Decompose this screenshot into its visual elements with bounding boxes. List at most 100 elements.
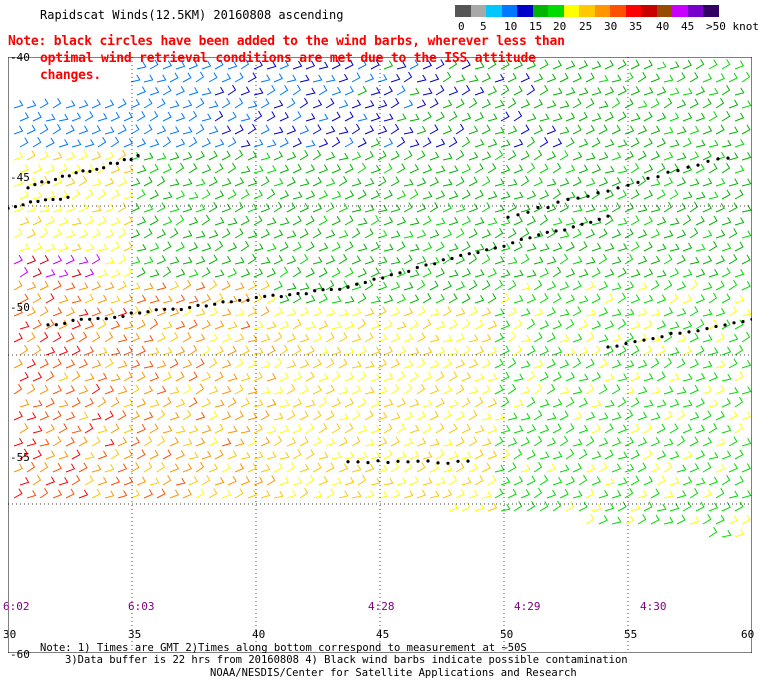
- wind-barb: [240, 321, 251, 330]
- wind-barb: [390, 436, 400, 447]
- wind-barb: [188, 60, 199, 70]
- wind-barb: [721, 293, 731, 304]
- wind-barb: [396, 190, 407, 200]
- wind-barb: [429, 151, 440, 161]
- wind-barb: [617, 111, 627, 122]
- wind-barb: [286, 74, 297, 83]
- wind-barb: [513, 448, 523, 460]
- wind-barb: [19, 423, 29, 434]
- wind-barb: [708, 139, 719, 148]
- wind-barb: [637, 125, 648, 135]
- wind-barb: [487, 162, 497, 174]
- wind-barb: [227, 111, 237, 122]
- wind-barb: [26, 204, 37, 213]
- wind-barb: [481, 358, 491, 369]
- wind-barb: [338, 308, 349, 317]
- wind-barb: [325, 437, 336, 447]
- wind-barb: [513, 500, 523, 512]
- wind-barb: [455, 228, 465, 239]
- wind-barb: [455, 98, 465, 109]
- wind-barb: [565, 217, 576, 226]
- wind-barb: [305, 399, 316, 408]
- wind-barb: [39, 411, 50, 421]
- wind-barb: [624, 463, 635, 473]
- wind-barb: [169, 331, 179, 343]
- wind-barb: [461, 215, 471, 226]
- contamination-marker: [528, 236, 532, 240]
- wind-barb: [97, 396, 107, 408]
- wind-barb: [669, 268, 680, 278]
- wind-barb: [539, 474, 549, 486]
- pass-time: 4:29: [514, 600, 541, 613]
- wind-barb: [559, 281, 570, 291]
- wind-barb: [520, 308, 531, 317]
- wind-barb: [58, 399, 69, 408]
- wind-barb: [13, 228, 23, 239]
- wind-barb: [728, 305, 738, 317]
- wind-barb: [721, 267, 731, 278]
- wind-barb: [149, 163, 159, 174]
- wind-barb: [734, 528, 745, 538]
- wind-barb: [708, 372, 719, 382]
- wind-barb: [689, 359, 699, 369]
- wind-barb: [214, 217, 225, 226]
- contamination-marker: [716, 157, 720, 161]
- wind-barb: [65, 463, 76, 473]
- wind-barb: [585, 435, 595, 447]
- wind-barb: [78, 175, 88, 187]
- wind-barb: [741, 204, 752, 213]
- wind-barb: [279, 217, 290, 226]
- wind-barb: [299, 359, 310, 369]
- contamination-marker: [426, 459, 430, 463]
- wind-barb: [533, 435, 543, 447]
- wind-barb: [325, 358, 335, 369]
- wind-barb: [52, 123, 62, 135]
- contamination-marker: [660, 335, 664, 339]
- wind-barb: [84, 293, 94, 304]
- wind-barb: [728, 386, 739, 395]
- wind-barb: [721, 398, 731, 408]
- wind-barb: [708, 526, 718, 538]
- wind-barb: [188, 425, 199, 434]
- contamination-marker: [53, 177, 58, 182]
- wind-barb: [702, 488, 712, 499]
- wind-barb: [611, 490, 622, 499]
- wind-barb: [728, 72, 738, 83]
- wind-barb: [494, 126, 505, 135]
- wind-barb: [468, 97, 478, 109]
- wind-barb: [123, 398, 134, 408]
- contamination-marker: [606, 189, 610, 193]
- wind-barb: [344, 423, 354, 434]
- wind-barb: [286, 202, 296, 213]
- wind-barb: [533, 308, 544, 317]
- wind-barb: [247, 177, 258, 187]
- contamination-marker: [51, 197, 55, 202]
- wind-barb: [604, 477, 615, 486]
- wind-barb: [331, 370, 341, 382]
- wind-barb: [52, 410, 62, 421]
- wind-barb: [474, 503, 485, 512]
- wind-barb: [416, 383, 426, 395]
- wind-barb: [292, 449, 302, 460]
- wind-barb: [396, 216, 407, 226]
- wind-barb: [305, 449, 315, 460]
- note-line-2: optimal wind retrieval conditions are me…: [40, 51, 536, 83]
- wind-barb: [572, 280, 582, 291]
- wind-barb: [656, 475, 666, 486]
- wind-barb: [143, 435, 153, 447]
- wind-barb: [312, 256, 323, 265]
- wind-barb: [130, 99, 140, 109]
- contamination-marker: [576, 196, 580, 200]
- wind-barb: [169, 463, 180, 473]
- contamination-marker: [74, 171, 78, 175]
- wind-barb: [689, 306, 699, 317]
- wind-barb: [390, 333, 400, 343]
- wind-barb: [45, 370, 55, 382]
- wind-barb: [676, 435, 686, 447]
- wind-barb: [390, 383, 400, 395]
- wind-barb: [682, 242, 693, 252]
- wind-barb: [136, 165, 147, 174]
- wind-barb: [728, 178, 739, 187]
- wind-barb: [630, 162, 640, 174]
- wind-barb: [617, 396, 627, 408]
